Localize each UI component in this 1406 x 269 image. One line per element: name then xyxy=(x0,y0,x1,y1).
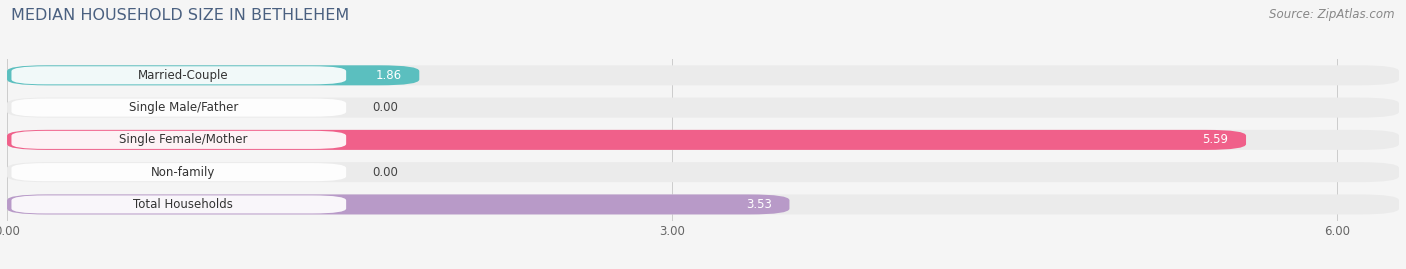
Text: 0.00: 0.00 xyxy=(373,166,399,179)
FancyBboxPatch shape xyxy=(11,131,346,149)
FancyBboxPatch shape xyxy=(7,162,1399,182)
FancyBboxPatch shape xyxy=(11,66,346,84)
Text: 3.53: 3.53 xyxy=(745,198,772,211)
Text: MEDIAN HOUSEHOLD SIZE IN BETHLEHEM: MEDIAN HOUSEHOLD SIZE IN BETHLEHEM xyxy=(11,8,350,23)
FancyBboxPatch shape xyxy=(11,98,346,117)
FancyBboxPatch shape xyxy=(7,194,1399,214)
FancyBboxPatch shape xyxy=(7,98,1399,118)
FancyBboxPatch shape xyxy=(7,65,419,85)
FancyBboxPatch shape xyxy=(11,195,346,214)
Text: 5.59: 5.59 xyxy=(1202,133,1229,146)
FancyBboxPatch shape xyxy=(7,130,1399,150)
Text: Total Households: Total Households xyxy=(134,198,233,211)
FancyBboxPatch shape xyxy=(7,65,1399,85)
Text: 0.00: 0.00 xyxy=(373,101,399,114)
Text: 1.86: 1.86 xyxy=(375,69,402,82)
Text: Single Female/Mother: Single Female/Mother xyxy=(120,133,247,146)
Text: Source: ZipAtlas.com: Source: ZipAtlas.com xyxy=(1270,8,1395,21)
Text: Non-family: Non-family xyxy=(150,166,215,179)
Text: Single Male/Father: Single Male/Father xyxy=(128,101,238,114)
FancyBboxPatch shape xyxy=(7,130,1246,150)
FancyBboxPatch shape xyxy=(11,163,346,181)
FancyBboxPatch shape xyxy=(7,194,789,214)
Text: Married-Couple: Married-Couple xyxy=(138,69,229,82)
